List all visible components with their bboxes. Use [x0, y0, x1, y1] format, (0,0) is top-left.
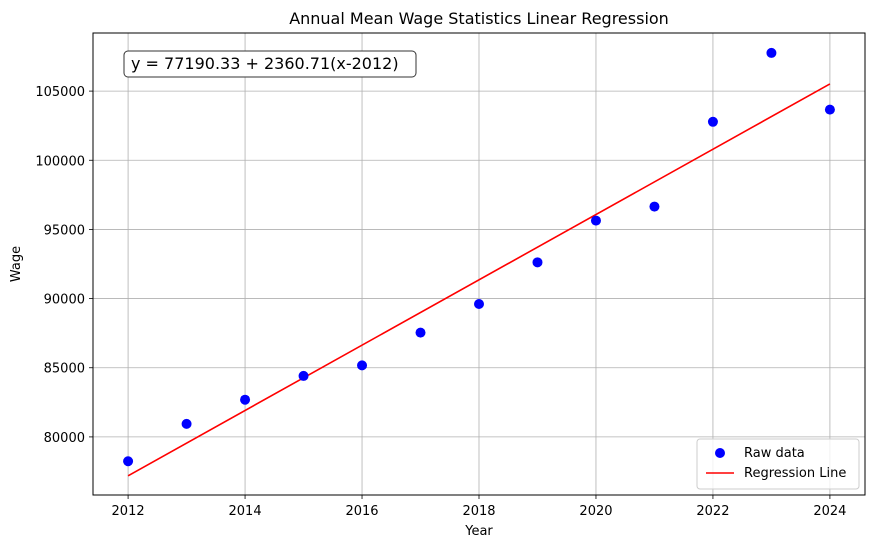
y-tick-label: 105000	[35, 85, 85, 100]
x-axis-label: Year	[464, 524, 493, 539]
data-point	[123, 456, 134, 467]
y-axis-label: Wage	[9, 246, 24, 282]
x-tick-label: 2014	[229, 504, 262, 519]
legend-label-regression-line: Regression Line	[744, 466, 846, 481]
data-point	[240, 394, 251, 405]
data-point	[357, 360, 368, 371]
y-tick-label: 95000	[44, 223, 85, 238]
data-point	[649, 201, 660, 212]
data-point	[590, 215, 601, 226]
regression-line	[127, 83, 831, 477]
data-point	[415, 327, 426, 338]
data-point	[532, 257, 543, 268]
equation-box-frame	[123, 50, 417, 78]
x-tick-label: 2020	[579, 504, 612, 519]
legend-marker-raw-data	[715, 448, 725, 458]
y-tick-label: 90000	[44, 293, 85, 308]
y-tick-label: 100000	[35, 154, 85, 169]
chart-title: Annual Mean Wage Statistics Linear Regre…	[289, 9, 669, 28]
data-point	[824, 104, 835, 115]
data-point	[707, 116, 718, 127]
x-tick-label: 2012	[112, 504, 145, 519]
y-tick-label: 80000	[44, 431, 85, 446]
data-point	[298, 370, 309, 381]
legend: Raw data Regression Line	[696, 438, 860, 490]
legend-label-raw-data: Raw data	[744, 446, 805, 461]
x-tick-label: 2022	[696, 504, 729, 519]
x-tick-label: 2018	[462, 504, 495, 519]
data-point	[766, 47, 777, 58]
grid-lines	[93, 33, 865, 495]
x-tick-label: 2024	[813, 504, 846, 519]
x-tick-label: 2016	[345, 504, 378, 519]
data-point	[474, 298, 484, 309]
y-tick-label: 85000	[44, 362, 85, 377]
data-point	[181, 418, 192, 429]
regression-equation-text: y = 77190.33 + 2360.71(x-2012)	[131, 54, 399, 73]
plot-data	[123, 47, 835, 477]
regression-equation-box: y = 77190.33 + 2360.71(x-2012)	[123, 50, 417, 78]
axis-ticks: 2012 2014 2016 2018 2020 2022 2024 80000 85000 90…	[35, 85, 846, 519]
legend-frame	[696, 438, 860, 490]
